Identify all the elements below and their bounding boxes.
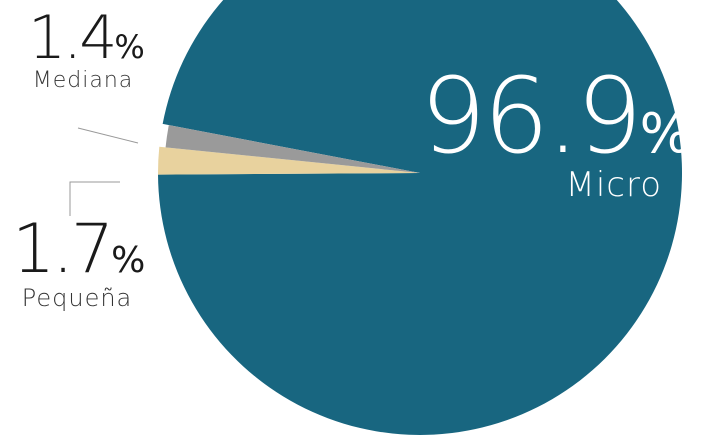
leader-line-pequena xyxy=(69,181,120,216)
mediana-percent-sign: % xyxy=(114,28,145,66)
callout-pequena: 1.7% Pequeña xyxy=(12,216,146,312)
mediana-category-label: Mediana xyxy=(32,68,134,93)
pequena-percent-sign: % xyxy=(111,240,146,281)
pie-slice-pequena xyxy=(158,146,420,175)
pequena-percent-value: 1.7 xyxy=(12,210,114,289)
pie-slice-mediana xyxy=(165,125,420,173)
leader-line-mediana xyxy=(77,127,139,144)
callout-mediana: 1.4% Mediana xyxy=(28,8,145,93)
micro-percent-value: 96.9 xyxy=(420,55,643,177)
pie-slice-micro xyxy=(158,0,682,435)
callout-micro: 96.9% Micro xyxy=(420,64,691,205)
micro-percent-sign: % xyxy=(639,102,691,165)
mediana-percent-value: 1.4 xyxy=(28,3,117,73)
pequena-category-label: Pequeña xyxy=(21,284,133,312)
micro-category-label: Micro xyxy=(565,165,662,205)
